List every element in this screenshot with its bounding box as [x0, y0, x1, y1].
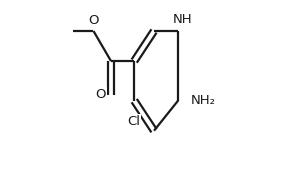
Text: NH: NH: [173, 13, 193, 26]
Text: O: O: [95, 88, 106, 101]
Text: NH₂: NH₂: [191, 94, 216, 107]
Text: Cl: Cl: [128, 115, 141, 128]
Text: O: O: [88, 14, 99, 27]
